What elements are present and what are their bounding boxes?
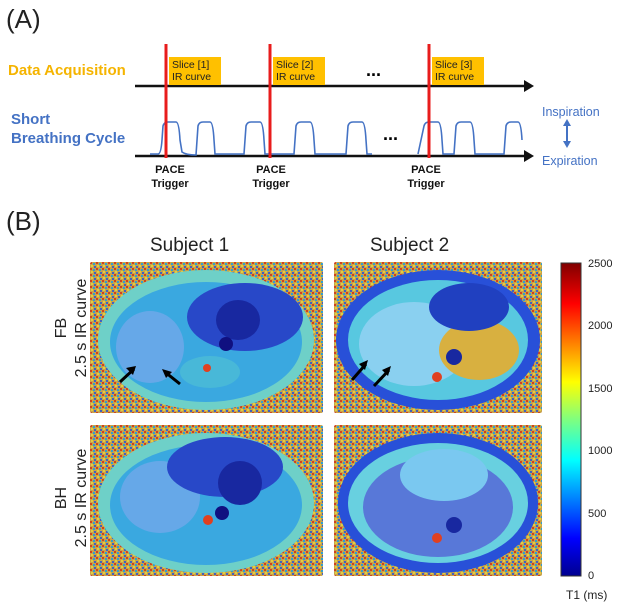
row-bh-label: BH 2.5 s IR curve xyxy=(52,428,92,568)
acquisition-arrowhead xyxy=(524,80,534,92)
panel-b-label: (B) xyxy=(6,206,41,236)
row-fb-label: FB 2.5 s IR curve xyxy=(52,258,92,398)
trigger-label-1: PACE Trigger xyxy=(140,163,200,191)
slice-box-1: Slice [1] IR curve xyxy=(169,57,221,85)
colorbar-tick-500: 500 xyxy=(588,508,607,520)
panel-a-label: (A) xyxy=(6,4,41,34)
arrowhead-fb1-a xyxy=(126,366,136,375)
trigger-1-line2: Trigger xyxy=(151,178,189,190)
arrowhead-fb1-b xyxy=(162,369,172,378)
colorbar-tick-1500: 1500 xyxy=(588,383,613,395)
inspiration-label: Inspiration xyxy=(542,105,600,119)
mri-fb-subject2 xyxy=(334,262,542,413)
slice-1-line1: Slice [1] xyxy=(172,59,210,71)
colorbar-tick-2500: 2500 xyxy=(588,258,613,270)
breathing-label-line1: Short xyxy=(11,111,51,128)
arrowhead-fb2-a xyxy=(359,360,368,370)
row-bh-line2: 2.5 s IR curve xyxy=(73,448,90,548)
row-fb-line1: FB xyxy=(53,317,70,339)
trigger-1-line1: PACE xyxy=(155,164,185,176)
trigger-3-line1: PACE xyxy=(411,164,441,176)
data-acquisition-label: Data Acquisition xyxy=(8,62,126,79)
breathing-label-line2: Breathing Cycle xyxy=(11,130,126,147)
breathing-waveform xyxy=(150,121,523,156)
slice-box-2: Slice [2] IR curve xyxy=(273,57,325,85)
slice-box-3: Slice [3] IR curve xyxy=(432,57,484,85)
colorbar-tick-0: 0 xyxy=(588,570,595,582)
mri-fb-subject1 xyxy=(90,262,323,413)
arrowhead-fb2-b xyxy=(382,366,391,376)
trigger-2-line1: PACE xyxy=(256,164,286,176)
slice-2-line1: Slice [2] xyxy=(276,59,314,71)
resp-arrow-down xyxy=(563,141,571,148)
breathing-cycle-label: Short Breathing Cycle xyxy=(11,110,125,148)
trigger-2-line2: Trigger xyxy=(252,178,290,190)
acq-ellipsis: ... xyxy=(366,60,382,80)
timing-diagram xyxy=(135,44,571,162)
expiration-label: Expiration xyxy=(542,154,598,168)
colorbar-tick-2000: 2000 xyxy=(588,320,613,332)
slice-1-line2: IR curve xyxy=(172,71,212,83)
mri-bh-subject1 xyxy=(90,425,323,576)
colorbar-unit-label: T1 (ms) xyxy=(566,588,608,602)
row-fb-line2: 2.5 s IR curve xyxy=(73,278,90,378)
breath-ellipsis: ... xyxy=(383,124,399,144)
subject-2-heading: Subject 2 xyxy=(370,235,450,256)
breathing-arrowhead xyxy=(524,150,534,162)
resp-arrow-up xyxy=(563,119,571,126)
mri-bh-subject2 xyxy=(334,425,542,576)
slice-3-line2: IR curve xyxy=(435,71,475,83)
row-bh-line1: BH xyxy=(53,486,70,510)
trigger-3-line2: Trigger xyxy=(407,178,445,190)
slice-3-line1: Slice [3] xyxy=(435,59,473,71)
subject-1-heading: Subject 1 xyxy=(150,235,230,256)
t1-colorbar xyxy=(560,262,582,577)
colorbar-tick-1000: 1000 xyxy=(588,445,613,457)
slice-2-line2: IR curve xyxy=(276,71,316,83)
trigger-label-3: PACE Trigger xyxy=(396,163,456,191)
trigger-label-2: PACE Trigger xyxy=(241,163,301,191)
